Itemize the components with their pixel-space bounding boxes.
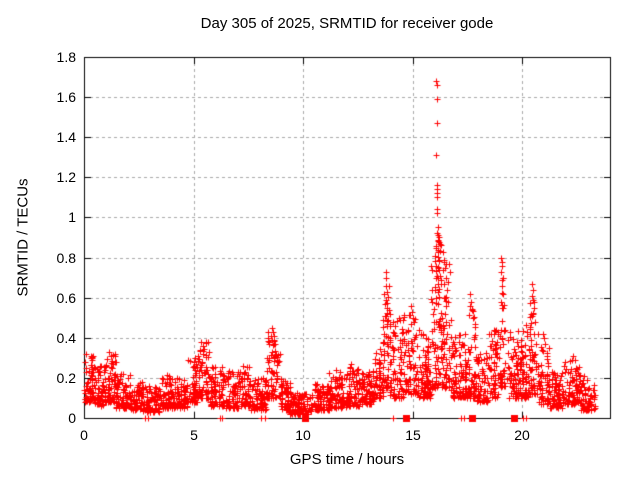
y-tick-label: 1.4 — [56, 129, 76, 145]
y-tick-label: 1.6 — [56, 89, 76, 105]
y-tick-label: 0.6 — [56, 290, 76, 306]
y-tick-label: 1.8 — [56, 49, 76, 65]
y-tick-label: 0.8 — [56, 250, 76, 266]
x-tick-label: 15 — [405, 427, 421, 443]
y-tick-label: 1 — [68, 209, 76, 225]
x-tick-label: 0 — [80, 427, 88, 443]
y-tick-label: 0 — [68, 410, 76, 426]
x-tick-label: 10 — [295, 427, 311, 443]
y-tick-label: 1.2 — [56, 169, 76, 185]
x-tick-label: 5 — [190, 427, 198, 443]
y-tick-label: 0.2 — [56, 370, 76, 386]
y-tick-label: 0.4 — [56, 330, 76, 346]
x-tick-label: 20 — [514, 427, 530, 443]
